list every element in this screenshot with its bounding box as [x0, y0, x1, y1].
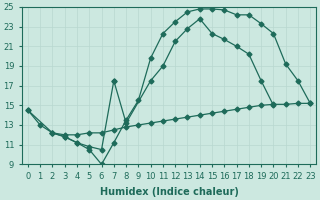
- X-axis label: Humidex (Indice chaleur): Humidex (Indice chaleur): [100, 187, 238, 197]
